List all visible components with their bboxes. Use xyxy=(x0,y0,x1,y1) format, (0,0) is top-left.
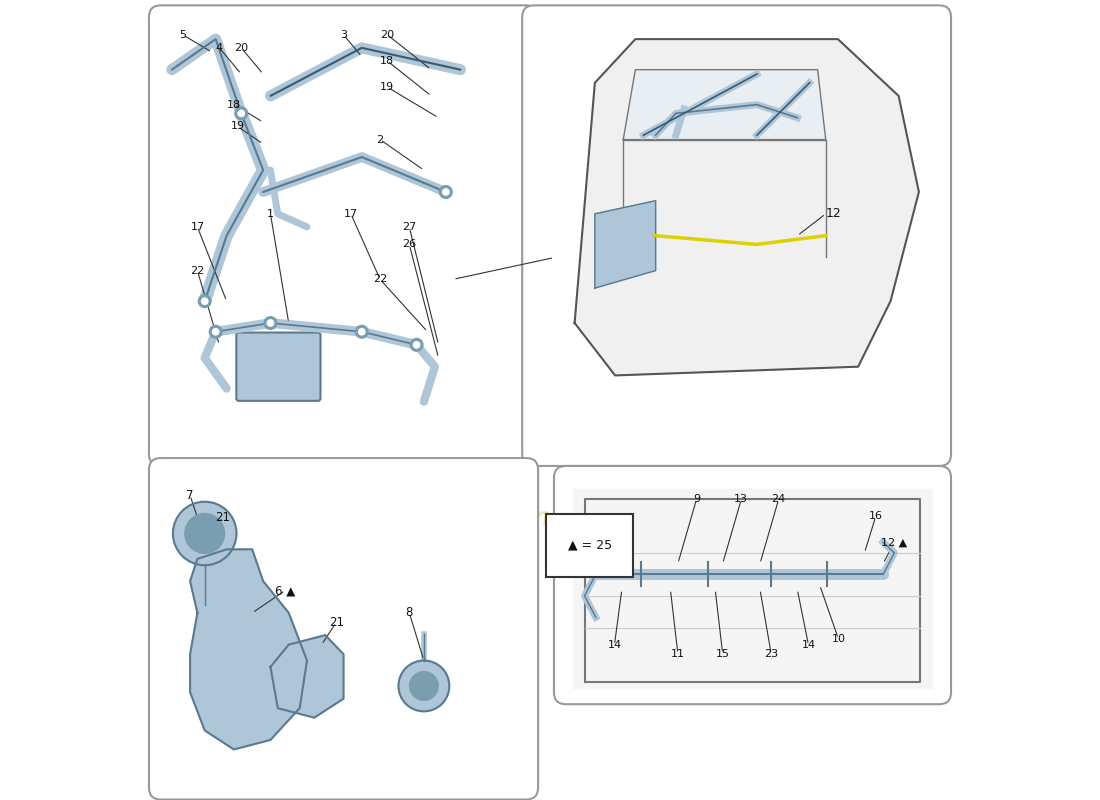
Circle shape xyxy=(235,107,248,120)
Circle shape xyxy=(440,186,452,198)
Text: 14: 14 xyxy=(607,640,621,650)
Polygon shape xyxy=(574,39,918,375)
Circle shape xyxy=(209,326,222,338)
Text: 22: 22 xyxy=(190,266,205,276)
Text: 24: 24 xyxy=(771,494,785,504)
Text: 20: 20 xyxy=(234,43,249,53)
Circle shape xyxy=(267,320,274,326)
Circle shape xyxy=(173,502,236,566)
Text: 19: 19 xyxy=(381,82,395,92)
FancyBboxPatch shape xyxy=(546,514,634,577)
Text: 6 ▲: 6 ▲ xyxy=(275,584,295,597)
Text: 26: 26 xyxy=(403,239,416,250)
Circle shape xyxy=(398,661,449,711)
Text: 13: 13 xyxy=(735,494,748,504)
Text: a passion for parts: a passion for parts xyxy=(417,506,683,530)
Text: 23: 23 xyxy=(764,649,778,658)
Text: 9: 9 xyxy=(693,494,700,504)
Text: ▲ = 25: ▲ = 25 xyxy=(568,539,612,552)
Polygon shape xyxy=(595,201,656,288)
Text: 17: 17 xyxy=(190,222,205,232)
Text: 1: 1 xyxy=(267,209,274,219)
Circle shape xyxy=(414,342,420,348)
Polygon shape xyxy=(624,70,826,139)
FancyBboxPatch shape xyxy=(554,466,952,704)
Circle shape xyxy=(238,110,244,117)
Text: 3: 3 xyxy=(340,30,346,40)
Text: 5: 5 xyxy=(179,30,186,40)
Text: 12: 12 xyxy=(826,207,842,220)
Text: 22: 22 xyxy=(373,274,387,284)
FancyBboxPatch shape xyxy=(148,458,538,799)
Circle shape xyxy=(201,298,208,304)
Polygon shape xyxy=(190,550,307,750)
Circle shape xyxy=(359,329,365,335)
Polygon shape xyxy=(271,635,343,718)
Circle shape xyxy=(355,326,368,338)
Text: 12 ▲: 12 ▲ xyxy=(881,537,907,547)
Text: 8: 8 xyxy=(406,606,412,619)
Text: 14: 14 xyxy=(802,640,815,650)
Text: 10: 10 xyxy=(832,634,846,644)
FancyBboxPatch shape xyxy=(148,6,538,466)
Circle shape xyxy=(212,329,219,335)
Text: 4: 4 xyxy=(216,43,223,53)
Circle shape xyxy=(442,189,449,195)
Text: 18: 18 xyxy=(381,56,395,66)
Text: 18: 18 xyxy=(227,100,241,110)
Text: 17: 17 xyxy=(344,209,358,219)
FancyBboxPatch shape xyxy=(522,6,952,466)
Text: eurocarparts: eurocarparts xyxy=(627,183,870,217)
Text: 16: 16 xyxy=(869,511,882,522)
Circle shape xyxy=(409,672,438,700)
Text: 19: 19 xyxy=(231,122,244,131)
Polygon shape xyxy=(573,489,932,688)
Circle shape xyxy=(264,317,277,330)
Text: 21: 21 xyxy=(216,511,231,524)
Text: 27: 27 xyxy=(403,222,417,232)
FancyBboxPatch shape xyxy=(236,333,320,401)
Text: 15: 15 xyxy=(716,649,729,658)
Circle shape xyxy=(185,514,224,554)
Text: 20: 20 xyxy=(381,30,395,40)
Text: 2: 2 xyxy=(376,134,384,145)
Text: 21: 21 xyxy=(329,616,343,629)
Circle shape xyxy=(410,338,422,351)
Text: 7: 7 xyxy=(186,489,194,502)
Circle shape xyxy=(198,295,211,307)
Text: 11: 11 xyxy=(671,649,685,658)
